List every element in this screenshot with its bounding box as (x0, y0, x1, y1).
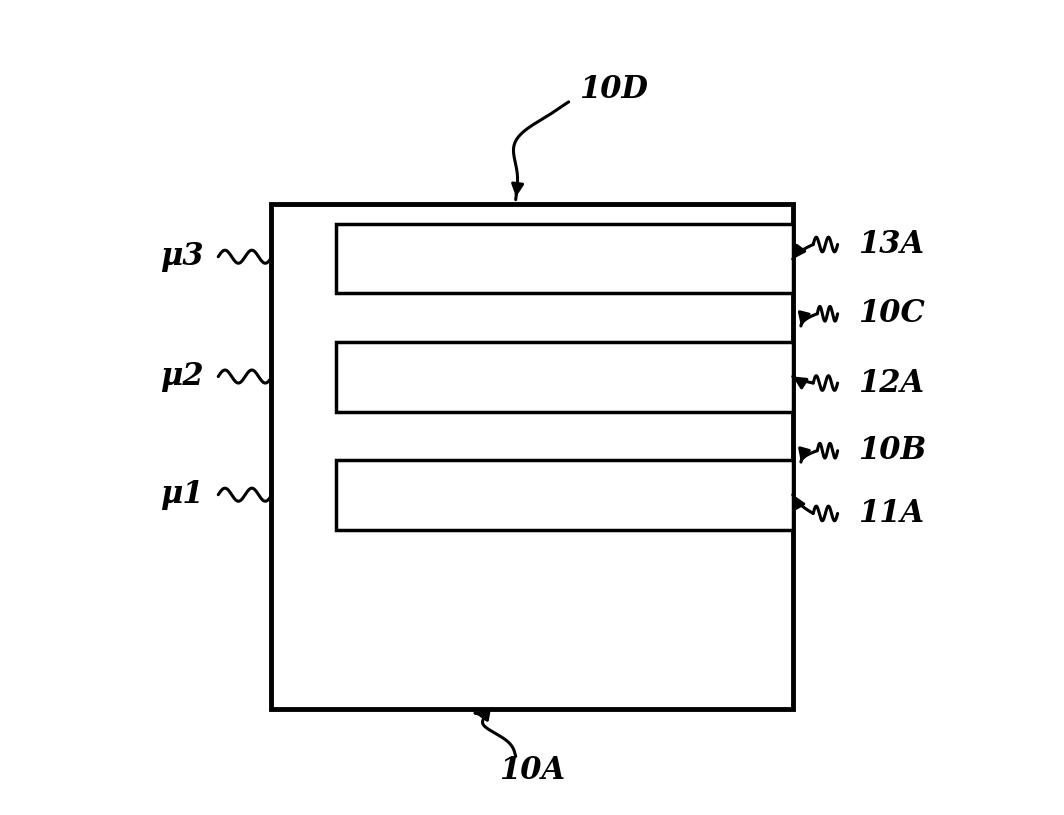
Text: 12A: 12A (858, 368, 925, 399)
Bar (271, 204, 793, 709)
Text: μ3: μ3 (160, 241, 203, 272)
Bar (336, 460, 793, 530)
Text: 10D: 10D (579, 74, 648, 105)
Bar (336, 224, 793, 293)
Bar (336, 342, 793, 412)
Text: 10C: 10C (858, 298, 925, 329)
Text: 13A: 13A (858, 229, 925, 260)
Text: 10B: 10B (858, 435, 927, 466)
Text: μ1: μ1 (160, 479, 203, 510)
Text: μ2: μ2 (160, 361, 203, 392)
Text: 11A: 11A (858, 498, 925, 529)
Text: 10A: 10A (499, 755, 565, 786)
